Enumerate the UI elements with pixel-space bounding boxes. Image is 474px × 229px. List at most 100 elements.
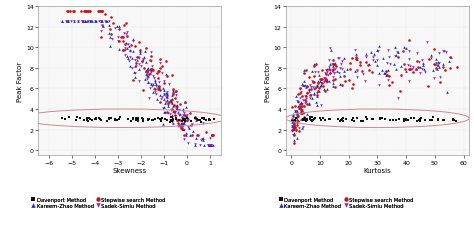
Point bbox=[315, 82, 322, 85]
Point bbox=[149, 75, 156, 79]
Point bbox=[120, 24, 128, 27]
Point bbox=[169, 90, 176, 93]
Point bbox=[310, 93, 318, 96]
Point bbox=[181, 100, 189, 104]
Point bbox=[174, 122, 182, 125]
Point bbox=[292, 94, 300, 98]
Point bbox=[175, 124, 183, 127]
Point bbox=[340, 75, 348, 79]
Point bbox=[143, 78, 151, 82]
Point bbox=[168, 121, 176, 124]
Point bbox=[293, 112, 301, 116]
Point bbox=[175, 114, 182, 117]
Point bbox=[356, 61, 364, 65]
Point bbox=[197, 143, 204, 147]
Point bbox=[392, 54, 400, 58]
Point bbox=[105, 20, 113, 24]
Point bbox=[69, 10, 76, 14]
Point bbox=[288, 117, 296, 121]
Point bbox=[310, 81, 317, 85]
Point bbox=[371, 60, 379, 63]
Point bbox=[173, 101, 181, 104]
Point bbox=[392, 68, 400, 72]
Point bbox=[303, 92, 311, 95]
Point bbox=[138, 117, 146, 120]
Point bbox=[353, 58, 360, 62]
Point bbox=[338, 68, 346, 72]
Point bbox=[392, 118, 400, 122]
Point bbox=[336, 75, 344, 78]
Point bbox=[313, 85, 321, 89]
Point bbox=[119, 49, 127, 52]
Point bbox=[139, 117, 146, 121]
Point bbox=[299, 127, 306, 130]
Point bbox=[160, 93, 168, 97]
Point bbox=[162, 101, 169, 105]
Point bbox=[163, 91, 171, 95]
Point bbox=[290, 122, 297, 126]
Point bbox=[92, 118, 100, 122]
Point bbox=[430, 77, 438, 81]
Point bbox=[182, 115, 190, 119]
Point bbox=[179, 128, 186, 131]
Point bbox=[299, 83, 306, 87]
Point bbox=[172, 118, 180, 122]
Point bbox=[124, 57, 132, 60]
Point bbox=[179, 127, 186, 131]
Point bbox=[451, 119, 458, 123]
Point bbox=[154, 70, 161, 73]
Point bbox=[134, 120, 142, 124]
Point bbox=[82, 10, 89, 14]
Point bbox=[149, 65, 156, 68]
Point bbox=[169, 93, 177, 97]
Point bbox=[170, 109, 177, 113]
Point bbox=[394, 51, 402, 54]
Point bbox=[202, 118, 210, 122]
Point bbox=[188, 120, 195, 123]
Point bbox=[99, 10, 106, 14]
Point bbox=[176, 113, 183, 116]
Point bbox=[318, 82, 326, 86]
Point bbox=[348, 57, 356, 60]
Point bbox=[171, 111, 179, 115]
Point bbox=[131, 59, 138, 63]
Point bbox=[379, 69, 386, 73]
Point bbox=[303, 118, 311, 121]
Point bbox=[158, 65, 166, 69]
Point bbox=[144, 70, 152, 74]
Point bbox=[130, 71, 138, 74]
Point bbox=[427, 54, 435, 57]
Point bbox=[58, 20, 65, 24]
Point bbox=[84, 10, 92, 14]
Point bbox=[155, 86, 163, 90]
Point bbox=[382, 72, 389, 76]
Point bbox=[87, 20, 95, 24]
Point bbox=[346, 68, 354, 71]
Point bbox=[331, 62, 339, 65]
Point bbox=[346, 79, 353, 83]
Point bbox=[379, 116, 386, 120]
Point bbox=[375, 84, 383, 87]
Point bbox=[441, 49, 448, 53]
Point bbox=[169, 114, 176, 117]
Point bbox=[290, 129, 298, 132]
Point bbox=[323, 79, 331, 83]
Point bbox=[334, 57, 342, 61]
Point bbox=[293, 119, 301, 123]
Point bbox=[61, 118, 68, 122]
Point bbox=[152, 83, 160, 87]
Point bbox=[182, 118, 189, 122]
Point bbox=[296, 87, 304, 91]
Point bbox=[161, 79, 168, 83]
Point bbox=[106, 36, 113, 40]
Point bbox=[302, 69, 310, 73]
Point bbox=[382, 69, 390, 73]
Point bbox=[305, 88, 313, 91]
Point bbox=[313, 94, 320, 97]
Point bbox=[310, 88, 318, 92]
Point bbox=[180, 109, 187, 113]
Point bbox=[129, 118, 137, 122]
Point bbox=[325, 68, 333, 71]
Point bbox=[393, 50, 401, 54]
Point bbox=[310, 63, 318, 66]
